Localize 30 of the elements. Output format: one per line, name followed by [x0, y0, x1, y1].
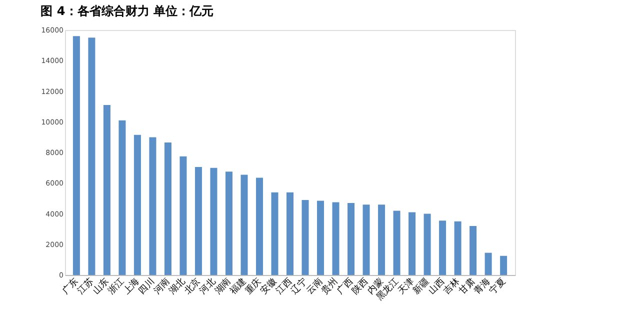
bar: [225, 172, 232, 275]
bar: [164, 142, 172, 275]
bar: [393, 210, 400, 275]
bar: [256, 178, 263, 275]
bar: [500, 256, 508, 275]
bar: [271, 192, 278, 275]
bar: [72, 36, 80, 275]
bar: [484, 252, 492, 275]
bar: [454, 221, 462, 275]
bar: [408, 212, 416, 275]
bar: [118, 120, 126, 275]
bar: [302, 200, 309, 275]
bar: [134, 134, 141, 275]
bar: [194, 167, 202, 275]
bar: [240, 174, 248, 275]
bar: [317, 200, 324, 275]
bar: [88, 38, 96, 275]
chart-title: 图 4：各省综合财力 单位：亿元: [40, 4, 214, 18]
bar: [439, 220, 446, 275]
bar: [180, 156, 187, 275]
bar: [210, 168, 218, 275]
bar: [424, 214, 431, 275]
bar: [470, 226, 477, 275]
bar: [348, 203, 355, 275]
bar: [103, 105, 110, 275]
bar: [378, 204, 386, 275]
bar: [332, 202, 340, 275]
bar: [149, 137, 156, 275]
bar: [362, 204, 370, 275]
bar: [286, 192, 294, 275]
